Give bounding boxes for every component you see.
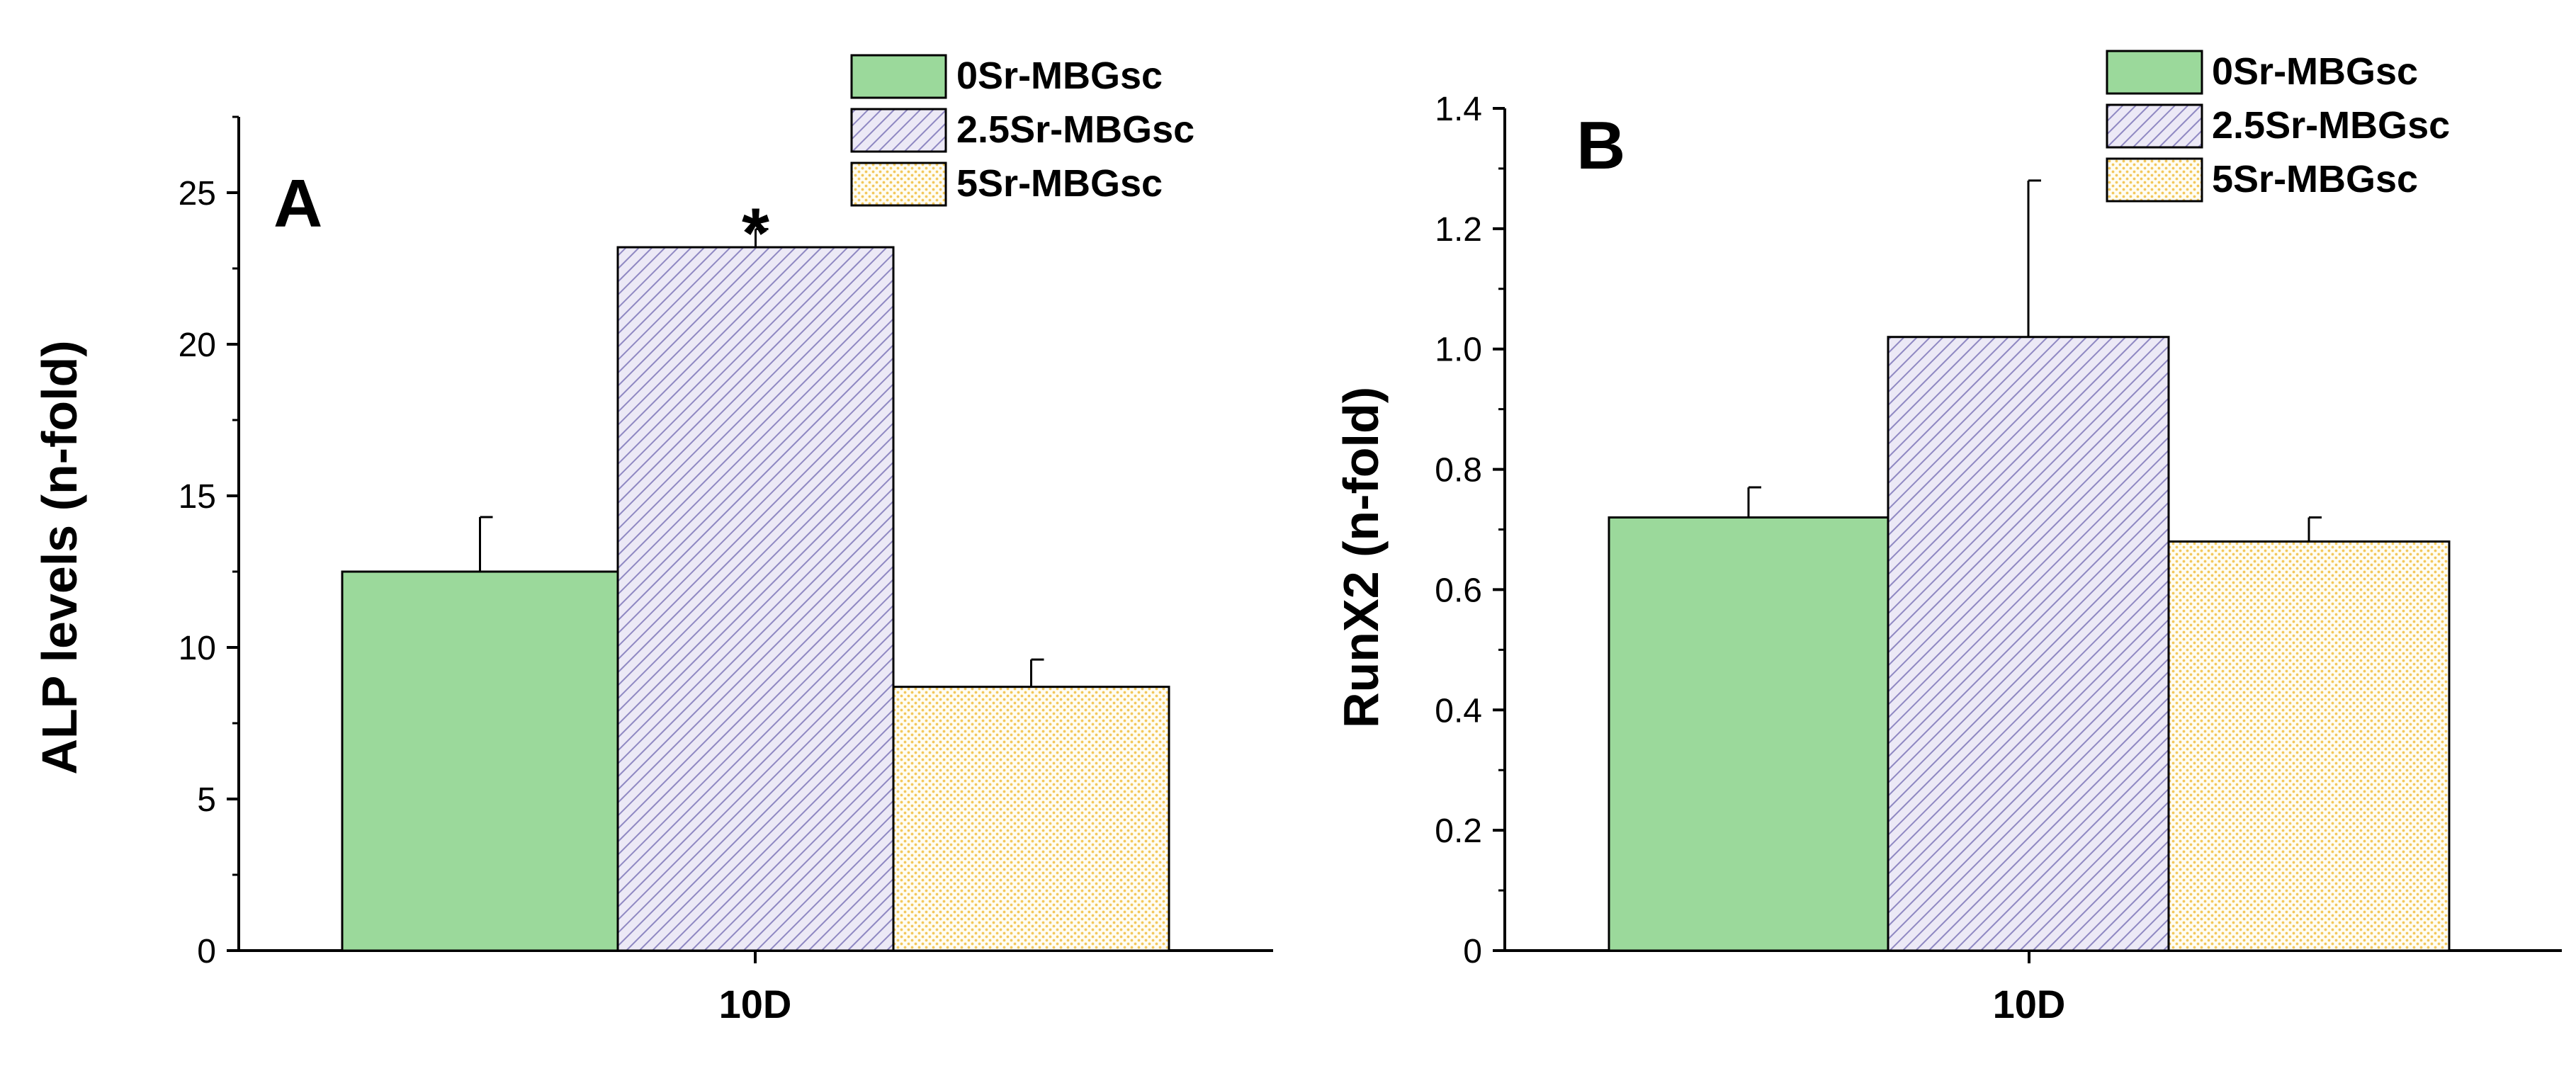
panel-label-a: A (273, 166, 322, 242)
y-tick-label-a: 15 (179, 478, 216, 516)
y-tick-label-a: 20 (179, 327, 216, 364)
bar-b-1 (1887, 336, 2170, 952)
y-tick-label-a: 25 (179, 175, 216, 212)
y-tick-label-b: 0.8 (1435, 452, 1482, 489)
y-tick-label-b: 1.0 (1435, 332, 1482, 369)
panel-b: 0 0.2 0.4 0.6 0.8 1.0 1.2 1.4 10D RunX2 (n-fold)… (1333, 50, 2562, 1026)
panel-label-b: B (1576, 108, 1625, 183)
bar-b-0 (1608, 516, 1889, 952)
y-tick-label-b: 1.2 (1435, 211, 1482, 249)
significance-mark-a-1: * (742, 193, 769, 273)
legend-swatch-a-1 (850, 108, 947, 153)
y-tick-label-a: 10 (179, 630, 216, 667)
y-tick-label-b: 0 (1463, 933, 1482, 970)
y-axis-title-b: RunX2 (n-fold) (1333, 387, 1389, 728)
legend-a: 0Sr-MBGsc 2.5Sr-MBGsc 5Sr-MBGsc (850, 54, 1194, 207)
y-tick-label-b: 0.2 (1435, 812, 1482, 850)
legend-swatch-a-0 (850, 54, 947, 99)
y-tick-label-b: 1.4 (1435, 91, 1482, 128)
legend-label-a-2: 5Sr-MBGsc (956, 162, 1163, 205)
y-tick-label-b: 0.4 (1435, 692, 1482, 730)
legend-label-a-0: 0Sr-MBGsc (956, 55, 1163, 97)
legend-label-b-0: 0Sr-MBGsc (2212, 50, 2418, 93)
legend-label-a-1: 2.5Sr-MBGsc (956, 108, 1194, 151)
legend-swatch-a-2 (850, 162, 947, 207)
y-tick-label-a: 0 (197, 933, 216, 970)
bar-b-2 (2167, 540, 2451, 952)
bar-a-2 (892, 686, 1170, 952)
legend-swatch-b-0 (2106, 50, 2203, 95)
plot-area-b: 0 0.2 0.4 0.6 0.8 1.0 1.2 1.4 10D (1435, 91, 2562, 1026)
y-tick-label-a: 5 (197, 781, 216, 819)
x-tick-label-a: 10D (719, 982, 792, 1026)
plot-area-a: 0 5 10 15 20 25 10D * (179, 115, 1273, 1026)
y-axis-title-a: ALP levels (n-fold) (32, 340, 87, 774)
bar-a-0 (341, 570, 619, 952)
bar-a-1 (616, 246, 895, 952)
legend-b: 0Sr-MBGsc 2.5Sr-MBGsc 5Sr-MBGsc (2106, 50, 2450, 203)
legend-swatch-b-2 (2106, 157, 2203, 203)
legend-label-b-1: 2.5Sr-MBGsc (2212, 104, 2450, 147)
legend-swatch-b-1 (2106, 103, 2203, 149)
y-tick-label-b: 0.6 (1435, 572, 1482, 609)
x-tick-label-b: 10D (1993, 982, 2066, 1026)
legend-label-b-2: 5Sr-MBGsc (2212, 158, 2418, 200)
panel-a: 0 5 10 15 20 25 10D * ALP levels (n-fold) A 0Sr… (32, 54, 1273, 1026)
